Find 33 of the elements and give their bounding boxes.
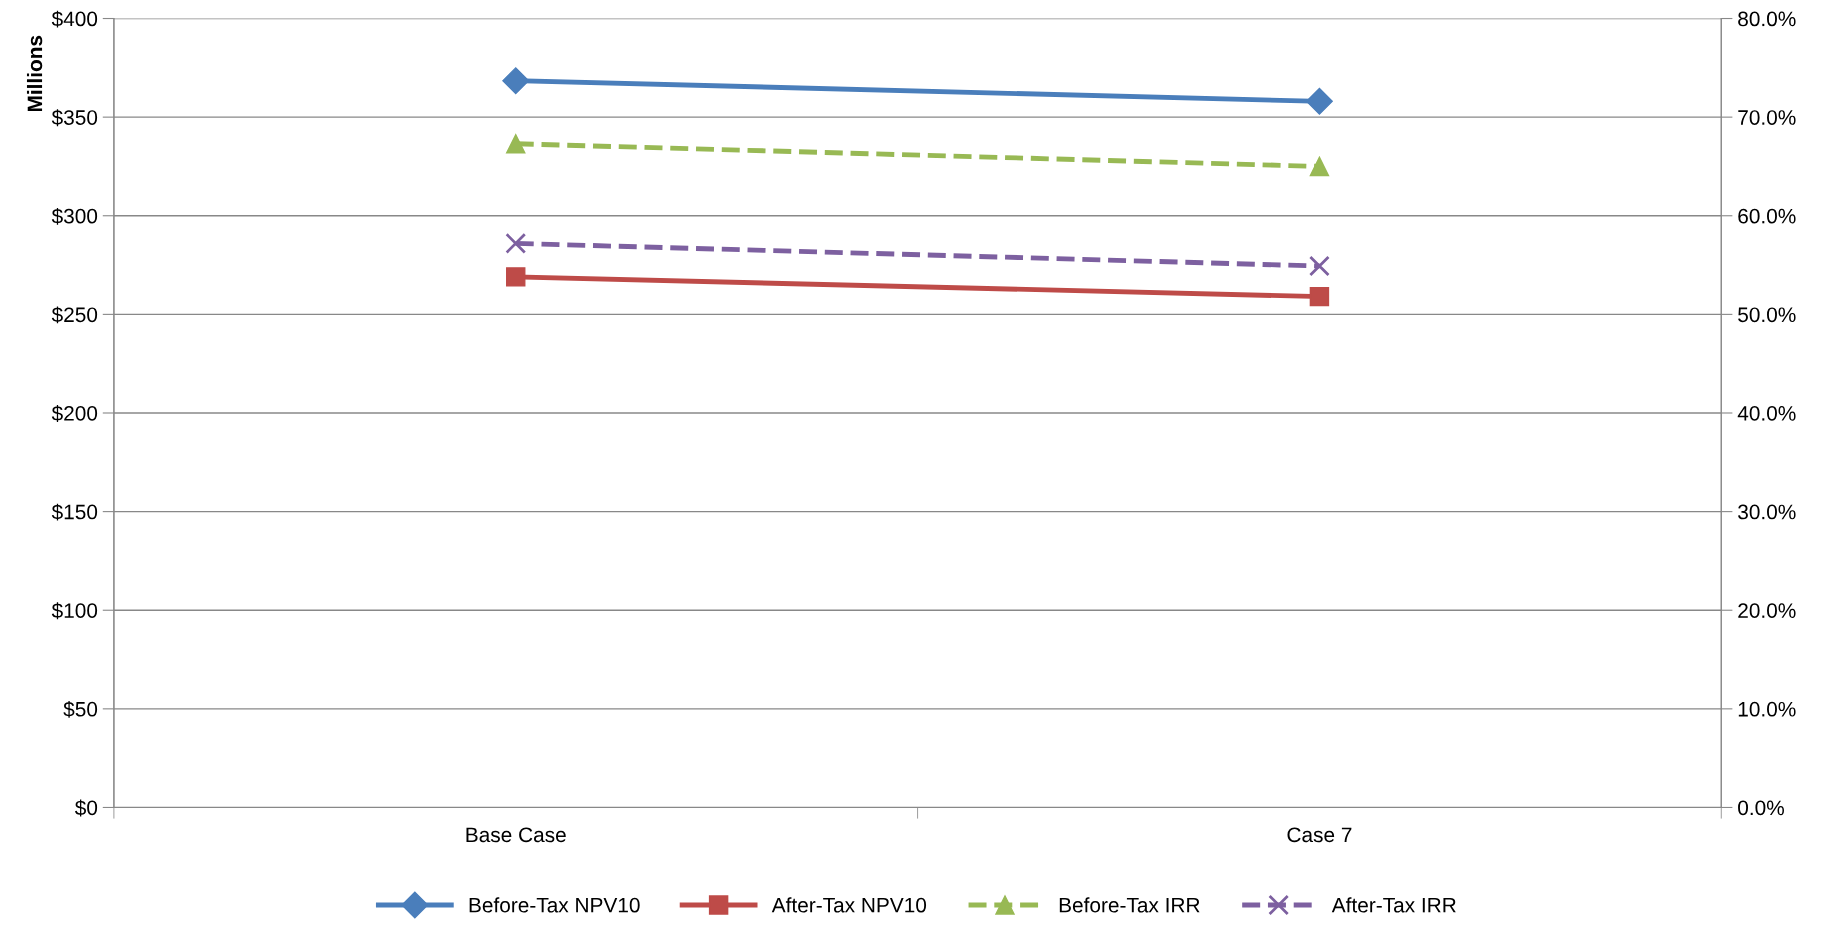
y2-tick-label: 50.0% bbox=[1738, 307, 1796, 323]
y-tick-label: $100 bbox=[51, 602, 98, 620]
point bbox=[506, 134, 526, 154]
y2-tick-label: 30.0% bbox=[1738, 504, 1796, 520]
x-tick-label: Base Case bbox=[466, 827, 566, 843]
point bbox=[505, 232, 527, 254]
point bbox=[506, 267, 526, 287]
y-tick-label: $400 bbox=[51, 10, 98, 28]
legend-label: After-Tax IRR bbox=[1331, 897, 1456, 913]
legend-label: Before-Tax IRR bbox=[1059, 897, 1200, 913]
y-tick-label: $50 bbox=[63, 700, 98, 718]
y-axis-title: Millions bbox=[26, 35, 43, 112]
y-tick-label: $250 bbox=[51, 306, 98, 324]
legend-label: Before-Tax NPV10 bbox=[469, 897, 640, 913]
y2-tick-label: 40.0% bbox=[1737, 406, 1796, 421]
y-tick-label: $150 bbox=[51, 503, 98, 521]
point bbox=[1309, 286, 1330, 307]
y2-tick-label: 70.0% bbox=[1738, 110, 1796, 125]
y2-tick-label: 10.0% bbox=[1738, 701, 1796, 717]
y2-tick-label: 20.0% bbox=[1738, 603, 1796, 618]
y-tick-label: $0 bbox=[74, 799, 98, 817]
point bbox=[502, 67, 530, 95]
point bbox=[1305, 87, 1333, 115]
point bbox=[1309, 255, 1330, 277]
x-tick-label: Case 7 bbox=[1287, 827, 1352, 843]
y2-tick-label: 0.0% bbox=[1738, 800, 1784, 816]
y-tick-label: $200 bbox=[51, 405, 98, 422]
y2-tick-label: 60.0% bbox=[1738, 208, 1796, 224]
y2-tick-label: 80.0% bbox=[1738, 11, 1796, 27]
y-tick-label: $300 bbox=[51, 207, 98, 225]
y-tick-label: $350 bbox=[51, 109, 98, 127]
legend-label: After-Tax NPV10 bbox=[771, 897, 927, 913]
point bbox=[1309, 156, 1330, 177]
